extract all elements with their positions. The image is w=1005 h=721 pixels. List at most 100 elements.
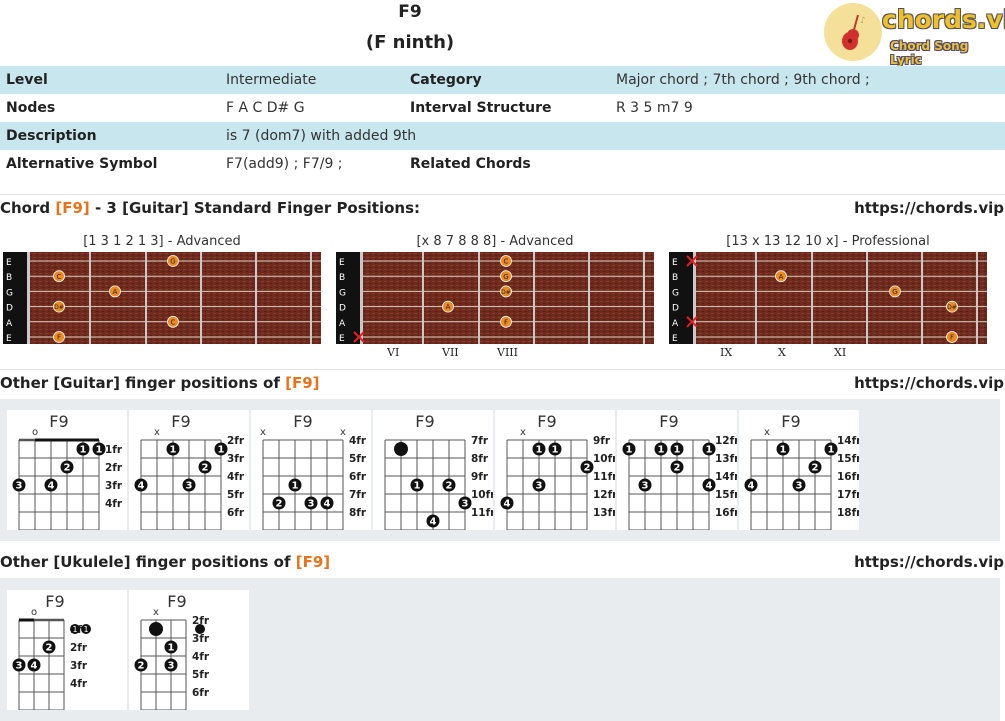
finger-dot [426, 514, 440, 528]
site-url[interactable]: https://chords.vip [854, 199, 1004, 217]
position-caption: [13 x 13 12 10 x] - Professional [726, 234, 930, 249]
barre-bar [35, 438, 99, 442]
chord-diagram-card[interactable]: F9 12fr 13fr 14fr 15fr 16fr 1 1 1 1 2 3 4 [617, 410, 737, 530]
string-name-label: B [672, 273, 678, 283]
guitar-diagram-panel: F9 o 1fr 2fr 3fr 4fr 1 1 2 3 4 F9 x 2fr 3fr 4fr 5fr 6fr 1… [0, 399, 1000, 541]
position-caption: [1 3 1 2 1 3] - Advanced [83, 234, 241, 249]
chord-diagram-card[interactable]: F9o1fr2fr3fr4fr23411 [7, 590, 127, 710]
fret-number-label: 13fr [715, 453, 737, 465]
info-label: Category [410, 72, 482, 88]
fret-number-label: 4fr [70, 678, 88, 690]
site-url[interactable]: https://chords.vip [854, 374, 1004, 392]
finger-number: 1 [72, 625, 77, 634]
finger-number: 1 [828, 445, 835, 456]
muted-string-mark: x [764, 427, 770, 438]
finger-number: 2 [64, 463, 71, 474]
info-label: Interval Structure [410, 100, 552, 116]
muted-string-mark: x [520, 427, 526, 438]
fret-wire [755, 252, 757, 344]
finger-dot [272, 496, 286, 510]
chord-diagram-card[interactable]: F9 x x 4fr 5fr 6fr 7fr 8fr 1 2 3 4 [251, 410, 371, 530]
divider [0, 369, 1005, 370]
muted-string-mark [686, 316, 698, 328]
fretboard-wood [360, 252, 654, 344]
note-label: A [113, 288, 118, 296]
fret-wire [811, 252, 813, 344]
chord-link[interactable]: [F9] [55, 199, 90, 217]
finger-dot [548, 442, 562, 456]
finger-dot [44, 478, 58, 492]
finger-number: 3 [16, 661, 23, 672]
note-marker [53, 270, 65, 283]
muted-string-mark [353, 331, 365, 343]
finger-number: 3 [168, 661, 175, 672]
fret-number-label: 5fr [227, 489, 245, 501]
finger-dot [195, 624, 205, 634]
fret-number-label: 4fr [105, 498, 123, 510]
finger-dot [60, 460, 74, 474]
finger-dot [198, 460, 212, 474]
info-label: Nodes [6, 100, 56, 116]
fret-wire [310, 252, 312, 344]
finger-number: 1 [83, 625, 88, 634]
chord-diagram-card[interactable]: F9 x 2fr 3fr 4fr 5fr 6fr 1 2 3 [129, 590, 249, 710]
finger-number: 1 [170, 445, 177, 456]
fret-number-label: 12fr [593, 489, 615, 501]
finger-dot [134, 658, 148, 672]
fret-roman-numeral: VIII [497, 346, 518, 359]
chord-diagram-name: F9 [415, 412, 434, 431]
finger-dot [92, 442, 106, 456]
finger-dot [792, 478, 806, 492]
string-name-label: E [672, 334, 678, 344]
finger-number: 2 [446, 481, 453, 492]
info-row-description: Description is 7 (dom7) with added 9th [0, 122, 1005, 150]
section-title: Other [Guitar] finger positions of [F9] [0, 374, 320, 392]
finger-dot [744, 478, 758, 492]
finger-dot [166, 442, 180, 456]
fretboard-position-1[interactable]: E B G D A E G C A D# C F [3, 252, 321, 344]
fret-wire [693, 252, 696, 344]
finger-number: 4 [138, 481, 145, 492]
fret-number-label: 3fr [105, 480, 123, 492]
finger-dot [134, 478, 148, 492]
fret-number-label: 9fr [471, 471, 489, 483]
chord-diagram-card[interactable]: F9 o 1fr 2fr 3fr 4fr 1 1 2 3 4 [7, 410, 127, 530]
finger-dot [670, 442, 684, 456]
finger-number: 4 [324, 499, 331, 510]
string-name-label: A [672, 319, 679, 329]
fret-number-label: 3fr [70, 660, 88, 672]
note-marker [500, 285, 512, 298]
finger-dot [394, 442, 408, 456]
string-label-column [669, 252, 693, 344]
chord-diagram-card[interactable]: F9 x 9fr 10fr 11fr 12fr 13fr 1 1 2 3 4 [495, 410, 615, 530]
fret-number-label: 11fr [471, 507, 493, 519]
fret-number-label: 16fr [837, 471, 859, 483]
fret-roman-numeral: XI [834, 346, 847, 359]
note-marker [109, 285, 121, 298]
finger-number: 4 [504, 499, 511, 510]
chord-diagram-name: F9 [781, 412, 800, 431]
finger-number: 1 [706, 445, 713, 456]
info-value: F7(add9) ; F7/9 ; [226, 156, 343, 172]
site-url[interactable]: https://chords.vip [854, 553, 1004, 571]
chord-link[interactable]: [F9] [285, 374, 320, 392]
chord-diagram-card[interactable]: F9 x 14fr 15fr 16fr 17fr 18fr 1 1 2 4 3 [739, 410, 859, 530]
finger-number: 3 [642, 481, 649, 492]
chord-diagram-card[interactable]: F9 7fr 8fr 9fr 10fr 11fr 1 2 3 4 [373, 410, 493, 530]
chord-link[interactable]: [F9] [295, 553, 331, 571]
finger-number: 3 [536, 481, 543, 492]
fret-number-label: 3fr [192, 633, 210, 645]
fretboard-position-3[interactable]: E B G D A E A G D# F [669, 252, 987, 344]
finger-dot [12, 478, 26, 492]
chord-diagram-card[interactable]: F9 x 2fr 3fr 4fr 5fr 6fr 1 1 2 4 3 [129, 410, 249, 530]
fret-roman-numeral: IX [720, 346, 733, 359]
note-label: C [171, 318, 176, 326]
muted-string-mark: x [260, 427, 266, 438]
fretboard-position-2[interactable]: E B G D A E C G D# A F [336, 252, 654, 344]
fret-number-label: 4fr [192, 651, 210, 663]
finger-number: 1 [80, 445, 87, 456]
fret-wire [27, 252, 30, 344]
finger-dot [164, 658, 178, 672]
fret-number-label: 2fr [227, 435, 245, 447]
site-logo[interactable]: ♪ chords.vip Chord Song Lyric [824, 3, 1005, 67]
